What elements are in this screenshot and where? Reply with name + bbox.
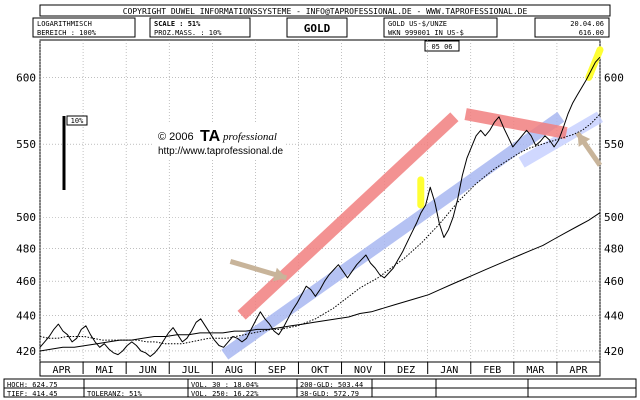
watermark-copyright: © 2006 bbox=[158, 131, 194, 143]
y-tick-label-right: 600 bbox=[604, 71, 624, 84]
x-tick-label: JAN bbox=[440, 365, 458, 376]
trend-channels bbox=[221, 108, 604, 360]
trend-channel bbox=[221, 111, 565, 360]
x-tick-label: DEZ bbox=[397, 365, 415, 376]
x-tick-label: SEP bbox=[268, 365, 286, 376]
y-axis: 420 420 440 440 460 460 480 480 500 500 550 550 600 6… bbox=[16, 71, 624, 358]
y-tick-label-right: 500 bbox=[604, 211, 624, 224]
x-tick-label: APR bbox=[569, 365, 588, 376]
tief-value: TIEF: 414.45 bbox=[7, 390, 58, 398]
date-label: 20.04.06 bbox=[570, 20, 604, 28]
trend-channel bbox=[464, 108, 568, 139]
chart-title: GOLD bbox=[304, 22, 331, 35]
x-tick-label: OKT bbox=[311, 365, 329, 376]
watermark: © 2006 TA professional http://www.taprof… bbox=[154, 124, 286, 158]
price-series bbox=[39, 56, 601, 357]
annotation-arrow-head bbox=[272, 267, 287, 282]
y-tick-label-left: 420 bbox=[16, 345, 36, 358]
x-tick-label: NOV bbox=[354, 365, 372, 376]
y-tick-label-right: 440 bbox=[604, 309, 624, 322]
x-axis-frame bbox=[39, 361, 601, 377]
moving-averages bbox=[39, 113, 601, 352]
vol30-value: VOL. 30 : 18.04% bbox=[191, 381, 259, 389]
y-tick-label-left: 550 bbox=[16, 138, 36, 151]
prozmass-label: PROZ.MASS. : 10% bbox=[154, 29, 222, 37]
last-price-label: 616.00 bbox=[579, 29, 604, 37]
y-tick-label-left: 500 bbox=[16, 211, 36, 224]
scale-bar: 10% bbox=[62, 115, 88, 190]
wkn-label: WKN 999001 IN US-$ bbox=[388, 29, 464, 37]
gld38-value: 38-GLD: 572.79 bbox=[300, 390, 359, 398]
vol250-value: VOL. 250: 16.22% bbox=[191, 390, 259, 398]
logarithmisch-label: LOGARITHMISCH bbox=[37, 20, 92, 28]
watermark-brand-suffix: professional bbox=[222, 131, 277, 143]
scale-bar-label: 10% bbox=[71, 117, 84, 125]
trend-channel bbox=[237, 112, 459, 320]
bereich-label: BEREICH : 100% bbox=[37, 29, 97, 37]
gld200-value: 200-GLD: 503.44 bbox=[300, 381, 363, 389]
x-tick-label: JUL bbox=[182, 365, 200, 376]
x-axis: APR MAI JUN JUL AUG SEP OKT NOV DEZ JAN FEB MAR APR bbox=[39, 361, 601, 377]
watermark-url: http://www.taprofessional.de bbox=[158, 146, 284, 157]
y-tick-label-right: 460 bbox=[604, 275, 624, 288]
y-tick-label-left: 600 bbox=[16, 71, 36, 84]
copyright-text: COPYRIGHT DUWEL INFORMATIONSSYSTEME - IN… bbox=[123, 7, 528, 16]
y-tick-label-left: 480 bbox=[16, 243, 36, 256]
y-tick-label-right: 480 bbox=[604, 243, 624, 256]
x-tick-label: MAR bbox=[526, 365, 545, 376]
period-badge: 05 06 bbox=[431, 43, 452, 51]
x-tick-label: JUN bbox=[139, 365, 157, 376]
x-tick-label: FEB bbox=[483, 365, 501, 376]
x-tick-label: APR bbox=[53, 365, 72, 376]
y-tick-label-left: 460 bbox=[16, 275, 36, 288]
y-tick-label-right: 420 bbox=[604, 345, 624, 358]
y-tick-label-right: 550 bbox=[604, 138, 624, 151]
y-tick-label-left: 440 bbox=[16, 309, 36, 322]
price-line bbox=[39, 56, 601, 357]
trend-channel bbox=[518, 111, 604, 168]
x-tick-label: AUG bbox=[225, 365, 243, 376]
watermark-brand: TA bbox=[200, 128, 221, 145]
moving-average-line bbox=[39, 212, 601, 352]
scale-label: SCALE : 51% bbox=[154, 20, 201, 28]
annotation-arrows bbox=[229, 131, 603, 282]
instrument-label: GOLD US-$/UNZE bbox=[388, 20, 447, 28]
header: COPYRIGHT DUWEL INFORMATIONSSYSTEME - IN… bbox=[32, 4, 611, 52]
x-tick-label: MAI bbox=[96, 365, 114, 376]
annotation-arrow-head bbox=[577, 133, 591, 147]
toleranz-value: TOLERANZ: 51% bbox=[87, 390, 143, 398]
hoch-value: HOCH: 624.75 bbox=[7, 381, 58, 389]
footer-stats: HOCH: 624.75 VOL. 30 : 18.04% 200-GLD: 5… bbox=[3, 378, 637, 398]
